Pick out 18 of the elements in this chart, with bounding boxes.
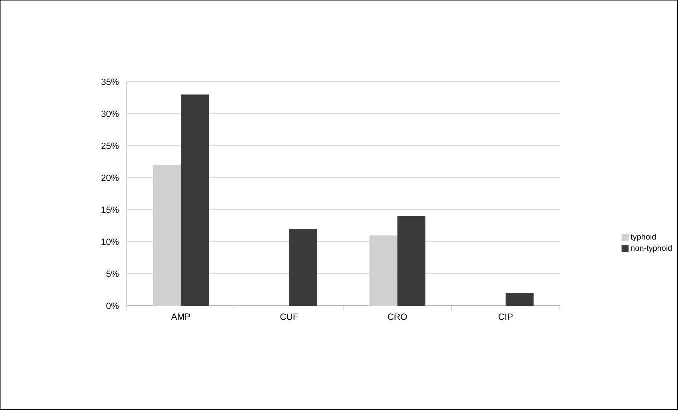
x-tick-label: CRO [388, 314, 408, 320]
bar [153, 165, 182, 306]
y-tick-label: 30% [102, 110, 119, 118]
y-tick-label: 15% [102, 206, 119, 214]
bar [506, 293, 534, 306]
bar [289, 229, 318, 306]
y-tick-label: 35% [102, 78, 119, 86]
bar [398, 216, 426, 306]
y-tick-label: 20% [102, 174, 119, 182]
y-tick-label: 5% [106, 270, 119, 278]
x-tick-label: CUF [280, 314, 298, 320]
bar [370, 236, 398, 306]
bar [181, 94, 210, 306]
x-tick-label: CIP [498, 314, 513, 320]
y-tick-label: 10% [102, 238, 119, 246]
y-tick-label: 0% [106, 302, 119, 310]
y-tick-label: 25% [102, 142, 119, 150]
x-tick-label: AMP [171, 314, 190, 320]
